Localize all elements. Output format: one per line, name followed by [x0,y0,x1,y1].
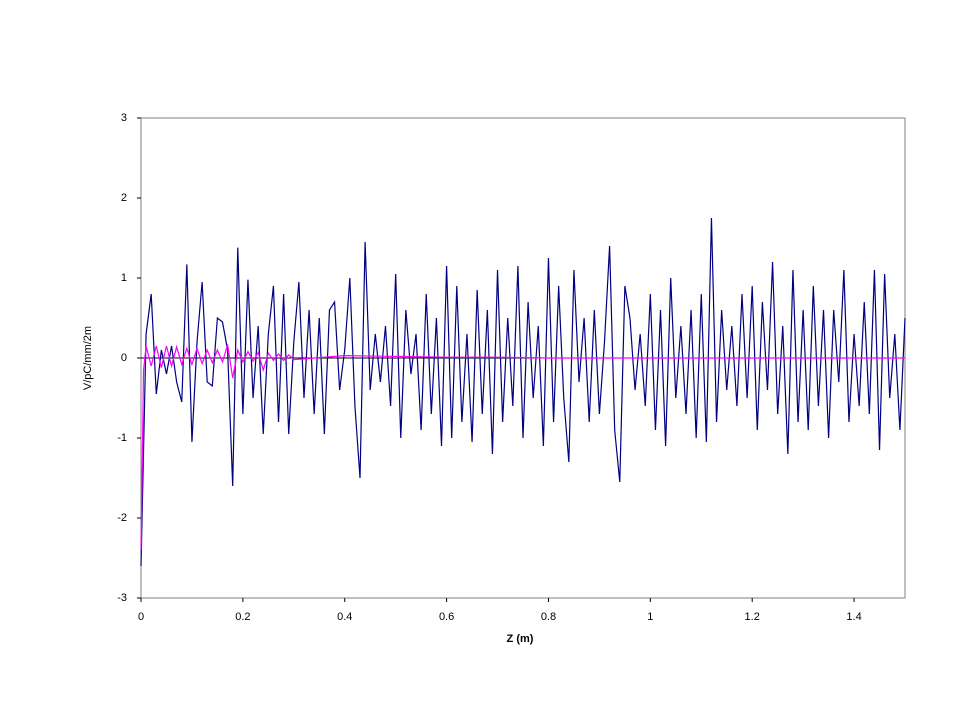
x-tick-label: 0.6 [439,611,454,623]
x-axis-label: Z (m) [507,633,534,645]
y-axis-label: V/pC/mm/2m [82,326,94,390]
x-tick-label: 1.2 [745,611,760,623]
data-line [140,217,906,567]
x-tick-label: 0 [138,611,144,623]
x-tick-label: 1 [647,611,653,623]
x-tick-label: 0.2 [235,611,250,623]
y-tick-label: -2 [117,512,127,524]
y-tick-label: -3 [117,592,127,604]
y-tick-label: 1 [121,272,127,284]
x-tick-label: 1.4 [846,611,861,623]
y-tick-label: 0 [121,352,127,364]
data-line [140,344,905,551]
x-tick-label: 0.8 [541,611,556,623]
y-tick-label: -1 [117,432,127,444]
x-tick-label: 0.4 [337,611,352,623]
y-tick-label: 3 [121,112,127,124]
y-tick-label: 2 [121,192,127,204]
